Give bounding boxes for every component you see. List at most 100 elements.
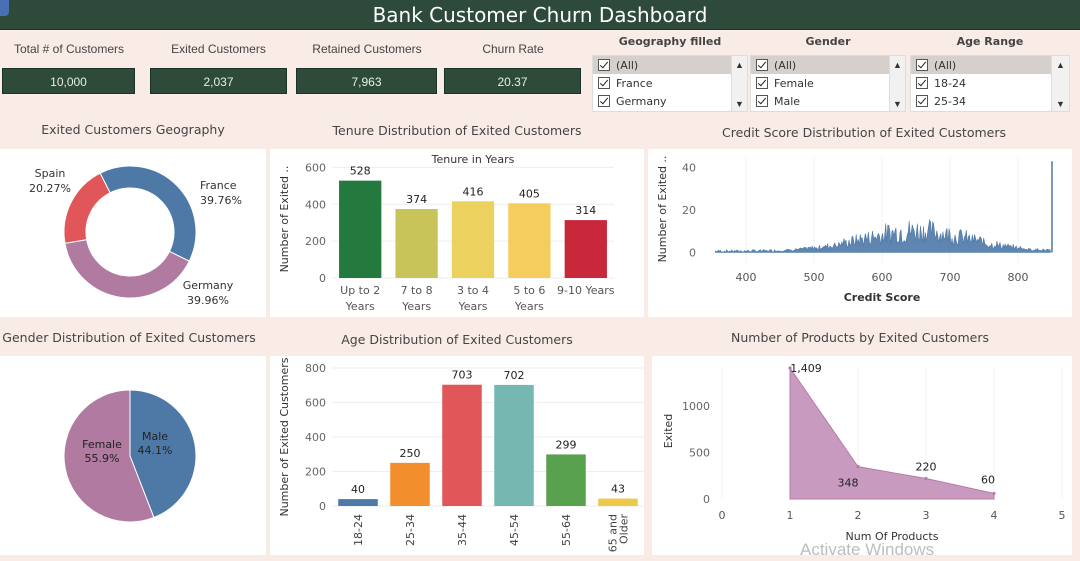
- histogram-area: [715, 218, 1052, 253]
- data-label: 703: [452, 369, 473, 382]
- checkbox-icon[interactable]: [598, 77, 610, 89]
- filter-gender-list: (All) Female Male ▲ ▼: [750, 55, 906, 112]
- filter-geography-option-germany[interactable]: Germany: [593, 92, 731, 110]
- bar-up-to-2-years: [339, 180, 382, 278]
- data-label: 528: [350, 165, 371, 178]
- filter-gender-option-male[interactable]: Male: [751, 92, 889, 110]
- y-tick-label: 20: [682, 204, 696, 217]
- slice-label-germany: Germany: [183, 279, 234, 292]
- scroll-up-icon[interactable]: ▲: [735, 60, 744, 70]
- bar-25-34: [390, 462, 430, 506]
- checkbox-icon[interactable]: [916, 59, 928, 71]
- filter-gender-option-all[interactable]: (All): [751, 56, 889, 74]
- y-tick-label: 600: [305, 397, 326, 410]
- filter-geography-scrollbar[interactable]: ▲ ▼: [731, 56, 747, 111]
- age-chart-title: Age Distribution of Exited Customers: [341, 332, 573, 347]
- geography-panel: France 39.76% Germany 39.96% Spain 20.27%: [0, 149, 266, 317]
- y-tick-label: 600: [305, 161, 326, 174]
- y-tick-label: 0: [689, 246, 696, 259]
- data-label: 60: [981, 473, 995, 486]
- credit-chart-title: Credit Score Distribution of Exited Cust…: [722, 125, 1006, 140]
- data-label: 299: [556, 438, 577, 451]
- activate-windows-watermark: Activate Windows: [800, 540, 935, 559]
- filter-gender-title: Gender: [805, 35, 851, 48]
- checkbox-icon[interactable]: [598, 95, 610, 107]
- bar-35-44: [442, 384, 482, 506]
- scroll-down-icon[interactable]: ▼: [893, 99, 902, 109]
- filter-geography-option-france[interactable]: France: [593, 74, 731, 92]
- x-tick-label: 600: [872, 271, 893, 284]
- data-point: [788, 366, 792, 370]
- tenure-bar-chart: 0 200 400 600 528 Up to 2 Years 374 7 to 8 Years 4…: [278, 153, 615, 313]
- filter-gender-option-female[interactable]: Female: [751, 74, 889, 92]
- scroll-up-icon[interactable]: ▲: [1056, 60, 1065, 70]
- filter-geography-title: Geography filled: [618, 35, 722, 48]
- bar-9-10-years: [564, 220, 607, 278]
- bar-3-to-4-years: [451, 201, 495, 278]
- data-label: 1,409: [790, 362, 822, 375]
- data-label: 220: [916, 461, 937, 474]
- x-tick-label: Years: [457, 300, 487, 313]
- slice-label-male: Male: [142, 430, 168, 443]
- y-tick-label: 40: [682, 162, 696, 175]
- slice-label-spain: Spain: [35, 167, 66, 180]
- filter-gender-scrollbar[interactable]: ▲ ▼: [889, 56, 905, 111]
- y-axis-title: Number of Exited ..: [278, 166, 291, 273]
- filter-geography-list: (All) France Germany ▲ ▼: [592, 55, 748, 112]
- slice-pct-female: 55.9%: [85, 452, 120, 465]
- filter-age-option-all[interactable]: (All): [911, 56, 1053, 74]
- x-tick-label: 3 to 4: [457, 284, 489, 297]
- y-tick-label: 0: [319, 272, 326, 285]
- x-tick-label: 2: [855, 509, 862, 522]
- corner-menu-icon[interactable]: [0, 0, 9, 16]
- filter-geography-option-all[interactable]: (All): [593, 56, 731, 74]
- checkbox-icon[interactable]: [916, 77, 928, 89]
- data-point: [992, 491, 996, 496]
- filter-age-option-25-34[interactable]: 25-34: [911, 92, 1053, 110]
- donut-slice-germany: [64, 238, 190, 299]
- checkbox-icon[interactable]: [756, 77, 768, 89]
- geography-chart-title: Exited Customers Geography: [41, 122, 225, 137]
- kpi-total-value: 10,000: [2, 68, 135, 94]
- x-tick-label: 3: [923, 509, 930, 522]
- pie-slice-male: [129, 389, 197, 519]
- gender-panel: Male 44.1% Female 55.9%: [0, 356, 266, 555]
- products-panel: 0 500 1000 0 1 2 3 4 5 1,409 348 220 60 Num Of Produc…: [652, 356, 1072, 555]
- data-label: 43: [611, 483, 625, 496]
- y-tick-label: 200: [305, 235, 326, 248]
- checkbox-icon[interactable]: [598, 59, 610, 71]
- x-tick-label: 800: [1008, 271, 1029, 284]
- age-panel: 0 200 400 600 800 40 18-24 250 25-34 703 35-44 702 4…: [270, 356, 644, 555]
- filter-age-range-title: Age Range: [956, 35, 1024, 48]
- scroll-down-icon[interactable]: ▼: [1056, 99, 1065, 109]
- data-label: 314: [575, 204, 596, 217]
- bar-65-and-older: [598, 498, 638, 506]
- checkbox-icon[interactable]: [916, 95, 928, 107]
- geography-donut-chart: France 39.76% Germany 39.96% Spain 20.27%: [29, 165, 242, 307]
- x-tick-label: 1: [787, 509, 794, 522]
- bar-18-24: [338, 499, 378, 506]
- tenure-panel: 0 200 400 600 528 Up to 2 Years 374 7 to 8 Years 4…: [270, 149, 644, 317]
- filter-age-option-18-24[interactable]: 18-24: [911, 74, 1053, 92]
- data-label: 374: [406, 193, 427, 206]
- x-tick-label: 400: [736, 271, 757, 284]
- kpi-churn-label: Churn Rate: [482, 42, 544, 56]
- data-point: [924, 476, 928, 481]
- y-tick-label: 0: [703, 493, 710, 506]
- checkbox-icon[interactable]: [756, 95, 768, 107]
- scroll-up-icon[interactable]: ▲: [893, 60, 902, 70]
- x-tick-label: 35-44: [456, 514, 469, 546]
- kpi-exited-value: 2,037: [150, 68, 287, 94]
- gender-chart-title: Gender Distribution of Exited Customers: [2, 330, 256, 345]
- filter-gender: Gender (All) Female Male ▲ ▼: [750, 35, 906, 112]
- kpi-exited-label: Exited Customers: [171, 42, 266, 56]
- checkbox-icon[interactable]: [756, 59, 768, 71]
- filter-age-range-list: (All) 18-24 25-34 ▲ ▼: [910, 55, 1070, 112]
- slice-label-female: Female: [82, 438, 122, 451]
- x-axis-title: Credit Score: [844, 291, 921, 304]
- x-tick-label: 5 to 6: [513, 284, 545, 297]
- scroll-down-icon[interactable]: ▼: [735, 99, 744, 109]
- filter-age-range-scrollbar[interactable]: ▲ ▼: [1051, 56, 1069, 111]
- x-tick-label: 5: [1059, 509, 1066, 522]
